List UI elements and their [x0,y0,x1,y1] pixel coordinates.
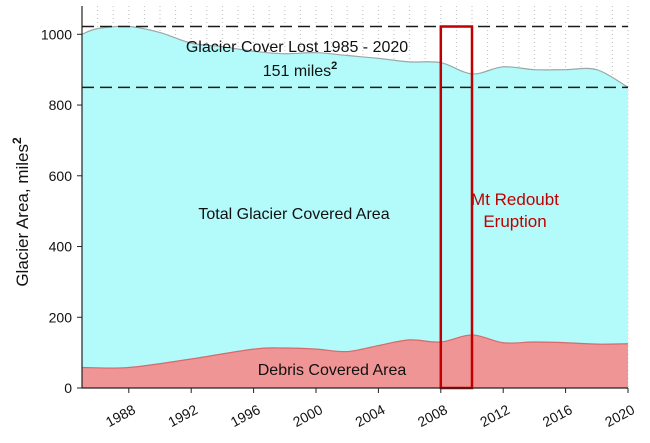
total-glacier-outline [81,25,629,88]
y-axis-label: Glacier Area, miles2 [10,137,32,287]
y-tick-label: 200 [49,309,73,325]
total-area-label: Total Glacier Covered Area [198,206,389,223]
x-tick-label: 2004 [353,401,388,430]
debris-area-label: Debris Covered Area [258,362,407,379]
x-tick-label: 2012 [477,401,512,430]
total-glacier-area [82,26,628,389]
x-tick-label: 2016 [540,401,575,430]
y-tick-labels: 0 200 400 600 800 1000 [41,26,82,396]
x-tick-label: 1996 [228,401,263,430]
eruption-label-line1: Mt Redoubt [471,190,559,209]
y-tick-label: 400 [49,239,73,255]
x-tick-label: 2020 [602,401,637,430]
y-tick-label: 1000 [41,26,72,42]
debris-covered-area [82,334,628,388]
y-tick-label: 600 [49,168,73,184]
y-tick-label: 0 [64,380,72,396]
x-tick-label: 1992 [165,401,200,430]
debris-outline [81,334,629,369]
axes [81,6,628,389]
glacier-lost-amount: 151 miles2 [263,60,338,80]
x-tick-label: 2008 [415,401,450,430]
x-tick-labels: 1988 1992 1996 2000 2004 2008 2012 2016 2020 [103,388,637,430]
eruption-label-line2: Eruption [483,212,546,231]
x-tick-label: 2000 [290,401,325,430]
reference-lines [82,25,628,89]
y-tick-label: 800 [49,97,73,113]
x-tick-label: 1988 [103,401,138,430]
glacier-lost-label: Glacier Cover Lost 1985 - 2020 [186,39,408,56]
